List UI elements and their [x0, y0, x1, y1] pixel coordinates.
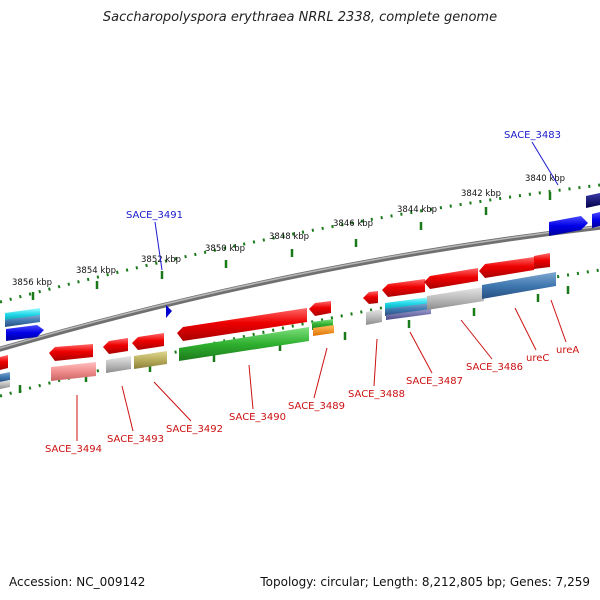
gene-feature: [0, 372, 10, 382]
gene-label[interactable]: SACE_3491: [126, 210, 183, 221]
tick-label: 3848 kbp: [269, 232, 309, 242]
forward-strand-features: [5, 193, 600, 341]
gene-feature: [424, 268, 478, 289]
label-leader-line: [531, 141, 559, 186]
gene-feature: [313, 325, 334, 336]
gene-feature: [479, 257, 534, 278]
tick-label: 3854 kbp: [76, 266, 116, 276]
tick-label: 3850 kbp: [205, 244, 245, 254]
label-leader-line: [514, 307, 537, 351]
gene-feature: [482, 272, 556, 299]
gene-feature: [103, 338, 128, 354]
tick-label: 3846 kbp: [333, 219, 373, 229]
label-leader-line: [248, 364, 254, 410]
gene-feature: [549, 216, 588, 236]
gene-feature: [106, 356, 131, 373]
gene-feature: [427, 287, 484, 310]
label-leader-line: [550, 299, 567, 343]
accession-text: Accession: NC_009142: [9, 575, 146, 589]
tick-label: 3842 kbp: [461, 189, 501, 199]
gene-label[interactable]: ureA: [556, 345, 579, 356]
gene-label[interactable]: SACE_3483: [504, 130, 561, 141]
tick-label: 3856 kbp: [12, 278, 52, 288]
gene-label[interactable]: SACE_3492: [166, 424, 223, 435]
gene-feature: [366, 309, 382, 325]
tick-label: 3840 kbp: [525, 174, 565, 184]
gene-feature: [132, 333, 164, 350]
gene-feature: [5, 308, 40, 321]
gene-feature: [5, 315, 40, 327]
genome-backbone: [0, 224, 600, 352]
label-leader-line: [313, 347, 328, 399]
gene-feature: [382, 279, 425, 297]
label-leader-line: [460, 319, 493, 360]
gene-label[interactable]: SACE_3493: [107, 434, 164, 445]
label-leader-line: [121, 385, 134, 432]
label-leader-line: [373, 338, 378, 387]
gene-feature: [49, 344, 93, 361]
gene-feature: [309, 301, 331, 316]
gene-feature: [0, 380, 10, 389]
gene-label[interactable]: ureC: [526, 353, 549, 364]
label-leader-line: [154, 221, 163, 271]
gene-feature: [0, 355, 8, 370]
gene-label[interactable]: SACE_3488: [348, 389, 405, 400]
gene-feature: [534, 253, 550, 269]
label-leader-line: [409, 331, 433, 374]
gene-feature: [592, 212, 600, 228]
gene-feature: [51, 362, 96, 381]
gene-feature: [177, 308, 307, 341]
tick-label: 3844 kbp: [397, 205, 437, 215]
gene-label[interactable]: SACE_3486: [466, 362, 523, 373]
gene-feature: [385, 303, 430, 316]
label-leader-line: [153, 381, 192, 422]
gene-feature: [385, 297, 430, 310]
gene-feature: [179, 327, 309, 361]
genome-backbone-highlight: [0, 225, 600, 349]
gene-feature: [586, 193, 600, 208]
reverse-strand-features: [0, 253, 556, 389]
gene-feature: [134, 351, 167, 369]
gene-feature: [386, 309, 431, 320]
gene-feature: [6, 325, 44, 341]
page-title: Saccharopolyspora erythraea NRRL 2338, c…: [102, 10, 498, 25]
gene-label[interactable]: SACE_3490: [229, 412, 286, 423]
genome-summary-text: Topology: circular; Length: 8,212,805 bp…: [260, 575, 590, 589]
gene-feature-marker: [166, 305, 172, 318]
gene-label[interactable]: SACE_3494: [45, 444, 102, 455]
gene-feature: [363, 291, 378, 304]
gene-label[interactable]: SACE_3489: [288, 401, 345, 412]
gene-label[interactable]: SACE_3487: [406, 376, 463, 387]
